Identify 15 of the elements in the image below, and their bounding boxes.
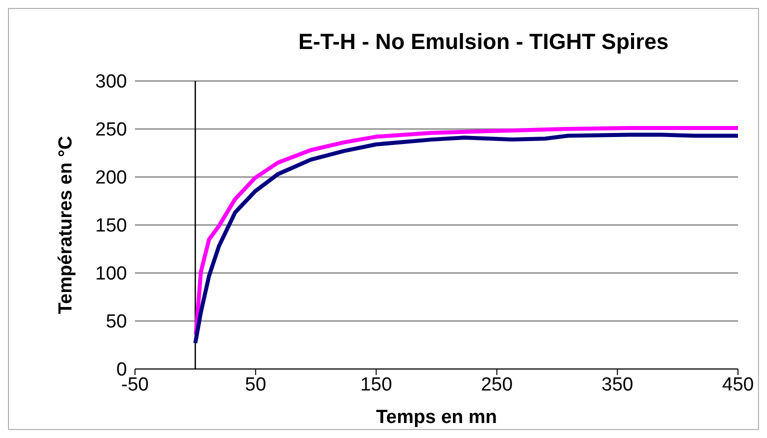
x-tick-label: 350 <box>602 374 634 396</box>
x-tick-label: 50 <box>245 374 266 396</box>
x-tick-label: 150 <box>360 374 392 396</box>
x-axis-title: Temps en mn <box>376 407 498 428</box>
y-tick-label: 300 <box>95 72 127 93</box>
x-tick-label: 250 <box>480 374 513 396</box>
y-tick-label: 0 <box>116 360 127 381</box>
x-tick-label: 450 <box>722 374 754 396</box>
chart-title: E-T-H - No Emulsion - TIGHT Spires <box>297 29 670 55</box>
y-tick-label: 200 <box>95 168 127 189</box>
y-tick-label: 150 <box>95 216 127 237</box>
y-tick-label: 100 <box>95 264 127 285</box>
y-axis-title: Températures en °C <box>56 136 77 314</box>
y-tick-label: 50 <box>106 312 127 333</box>
y-tick-label: 250 <box>95 120 127 141</box>
